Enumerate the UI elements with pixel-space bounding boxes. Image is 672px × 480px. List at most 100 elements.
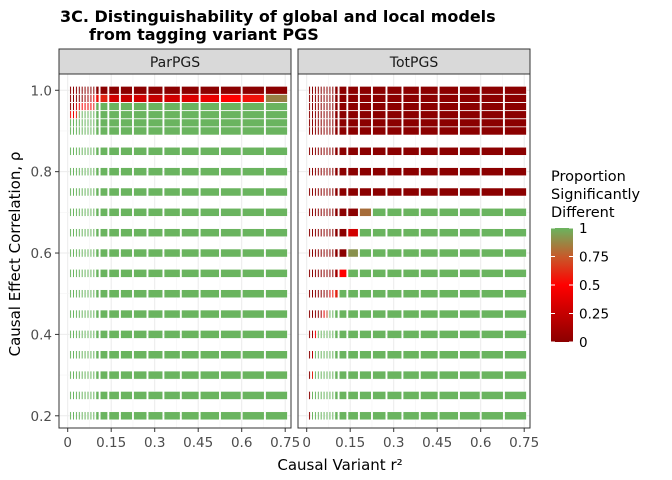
heatmap-tile — [92, 309, 95, 319]
heatmap-tile — [359, 208, 372, 217]
heatmap-tile — [308, 391, 311, 400]
heatmap-tile — [386, 370, 402, 380]
heatmap-tile — [81, 350, 84, 360]
color-legend: Proportion Significantly Different 0 0.25 0.5… — [551, 169, 641, 351]
heatmap-tile — [69, 309, 72, 319]
heatmap-tile — [89, 228, 92, 237]
heatmap-tile — [311, 94, 314, 103]
heatmap-tile — [89, 411, 92, 421]
heatmap-tile — [84, 350, 87, 360]
heatmap-tile — [326, 94, 328, 103]
heatmap-tile — [81, 94, 84, 103]
heatmap-tile — [200, 94, 220, 103]
heatmap-tile — [108, 167, 120, 176]
heatmap-tile — [326, 187, 328, 197]
heatmap-tile — [317, 370, 320, 380]
heatmap-tile — [334, 187, 339, 197]
heatmap-tile — [331, 102, 334, 111]
heatmap-tile — [81, 126, 84, 136]
heatmap-tile — [331, 248, 334, 258]
heatmap-tile — [334, 147, 339, 156]
heatmap-tile — [328, 167, 331, 176]
heatmap-tile — [320, 118, 323, 127]
heatmap-tile — [372, 411, 386, 421]
heatmap-tile — [163, 370, 181, 380]
heatmap-tile — [323, 330, 326, 339]
heatmap-tile — [75, 126, 78, 136]
heatmap-tile — [147, 330, 163, 339]
heatmap-tile — [459, 350, 481, 360]
heatmap-tile — [84, 208, 87, 217]
x-axis-tick-label: 0.45 — [183, 435, 213, 451]
heatmap-tile — [78, 118, 81, 127]
heatmap-tile — [69, 289, 72, 298]
heatmap-tile — [347, 350, 359, 360]
heatmap-tile — [108, 187, 120, 197]
heatmap-tile — [108, 110, 120, 119]
heatmap-tile — [334, 228, 339, 237]
heatmap-tile — [220, 370, 242, 380]
heatmap-tile — [100, 289, 108, 298]
heatmap-tile — [81, 309, 84, 319]
heatmap-tile — [95, 411, 100, 421]
heatmap-tile — [100, 350, 108, 360]
heatmap-tile — [402, 330, 420, 339]
heatmap-tile — [317, 228, 320, 237]
heatmap-tile — [504, 86, 527, 95]
heatmap-tile — [200, 228, 220, 237]
heatmap-tile — [339, 118, 347, 127]
heatmap-tile — [89, 94, 92, 103]
heatmap-tile — [75, 309, 78, 319]
legend-tick-label: 0.75 — [579, 250, 609, 266]
heatmap-tile — [220, 269, 242, 278]
heatmap-tile — [317, 208, 320, 217]
heatmap-tile — [331, 187, 334, 197]
heatmap-tile — [347, 94, 359, 103]
heatmap-tile — [339, 370, 347, 380]
heatmap-tile — [181, 86, 200, 95]
heatmap-tile — [328, 118, 331, 127]
heatmap-tile — [69, 411, 72, 421]
heatmap-tile — [439, 110, 459, 119]
heatmap-tile — [386, 309, 402, 319]
heatmap-tile — [311, 126, 314, 136]
heatmap-tile — [108, 309, 120, 319]
heatmap-tile — [439, 350, 459, 360]
x-axis-tick-label: 0.6 — [470, 435, 491, 451]
heatmap-tile — [359, 102, 372, 111]
heatmap-tile — [265, 102, 288, 111]
heatmap-tile — [420, 102, 439, 111]
heatmap-tile — [386, 94, 402, 103]
heatmap-tile — [120, 118, 133, 127]
heatmap-tile — [334, 118, 339, 127]
heatmap-tile — [331, 411, 334, 421]
heatmap-tile — [89, 167, 92, 176]
heatmap-tile — [320, 350, 323, 360]
heatmap-tile — [84, 102, 87, 111]
heatmap-tile — [317, 391, 320, 400]
heatmap-tile — [481, 208, 504, 217]
heatmap-tile — [459, 187, 481, 197]
heatmap-tile — [84, 269, 87, 278]
heatmap-tile — [328, 110, 331, 119]
heatmap-tile — [92, 289, 95, 298]
heatmap-tile — [81, 248, 84, 258]
legend-title-line: Different — [551, 205, 615, 221]
heatmap-tile — [331, 118, 334, 127]
heatmap-tile — [328, 102, 331, 111]
heatmap-tile — [147, 187, 163, 197]
heatmap-tile — [504, 269, 527, 278]
heatmap-tile — [323, 126, 326, 136]
heatmap-tile — [220, 118, 242, 127]
x-axis-tick-label: 0.3 — [144, 435, 165, 451]
heatmap-tile — [133, 167, 147, 176]
heatmap-tile — [89, 110, 92, 119]
heatmap-tile — [87, 118, 89, 127]
heatmap-tile — [311, 350, 314, 360]
heatmap-tile — [92, 411, 95, 421]
heatmap-tile — [347, 330, 359, 339]
heatmap-tile — [311, 208, 314, 217]
heatmap-tile — [334, 289, 339, 298]
heatmap-tile — [439, 102, 459, 111]
heatmap-tile — [163, 102, 181, 111]
